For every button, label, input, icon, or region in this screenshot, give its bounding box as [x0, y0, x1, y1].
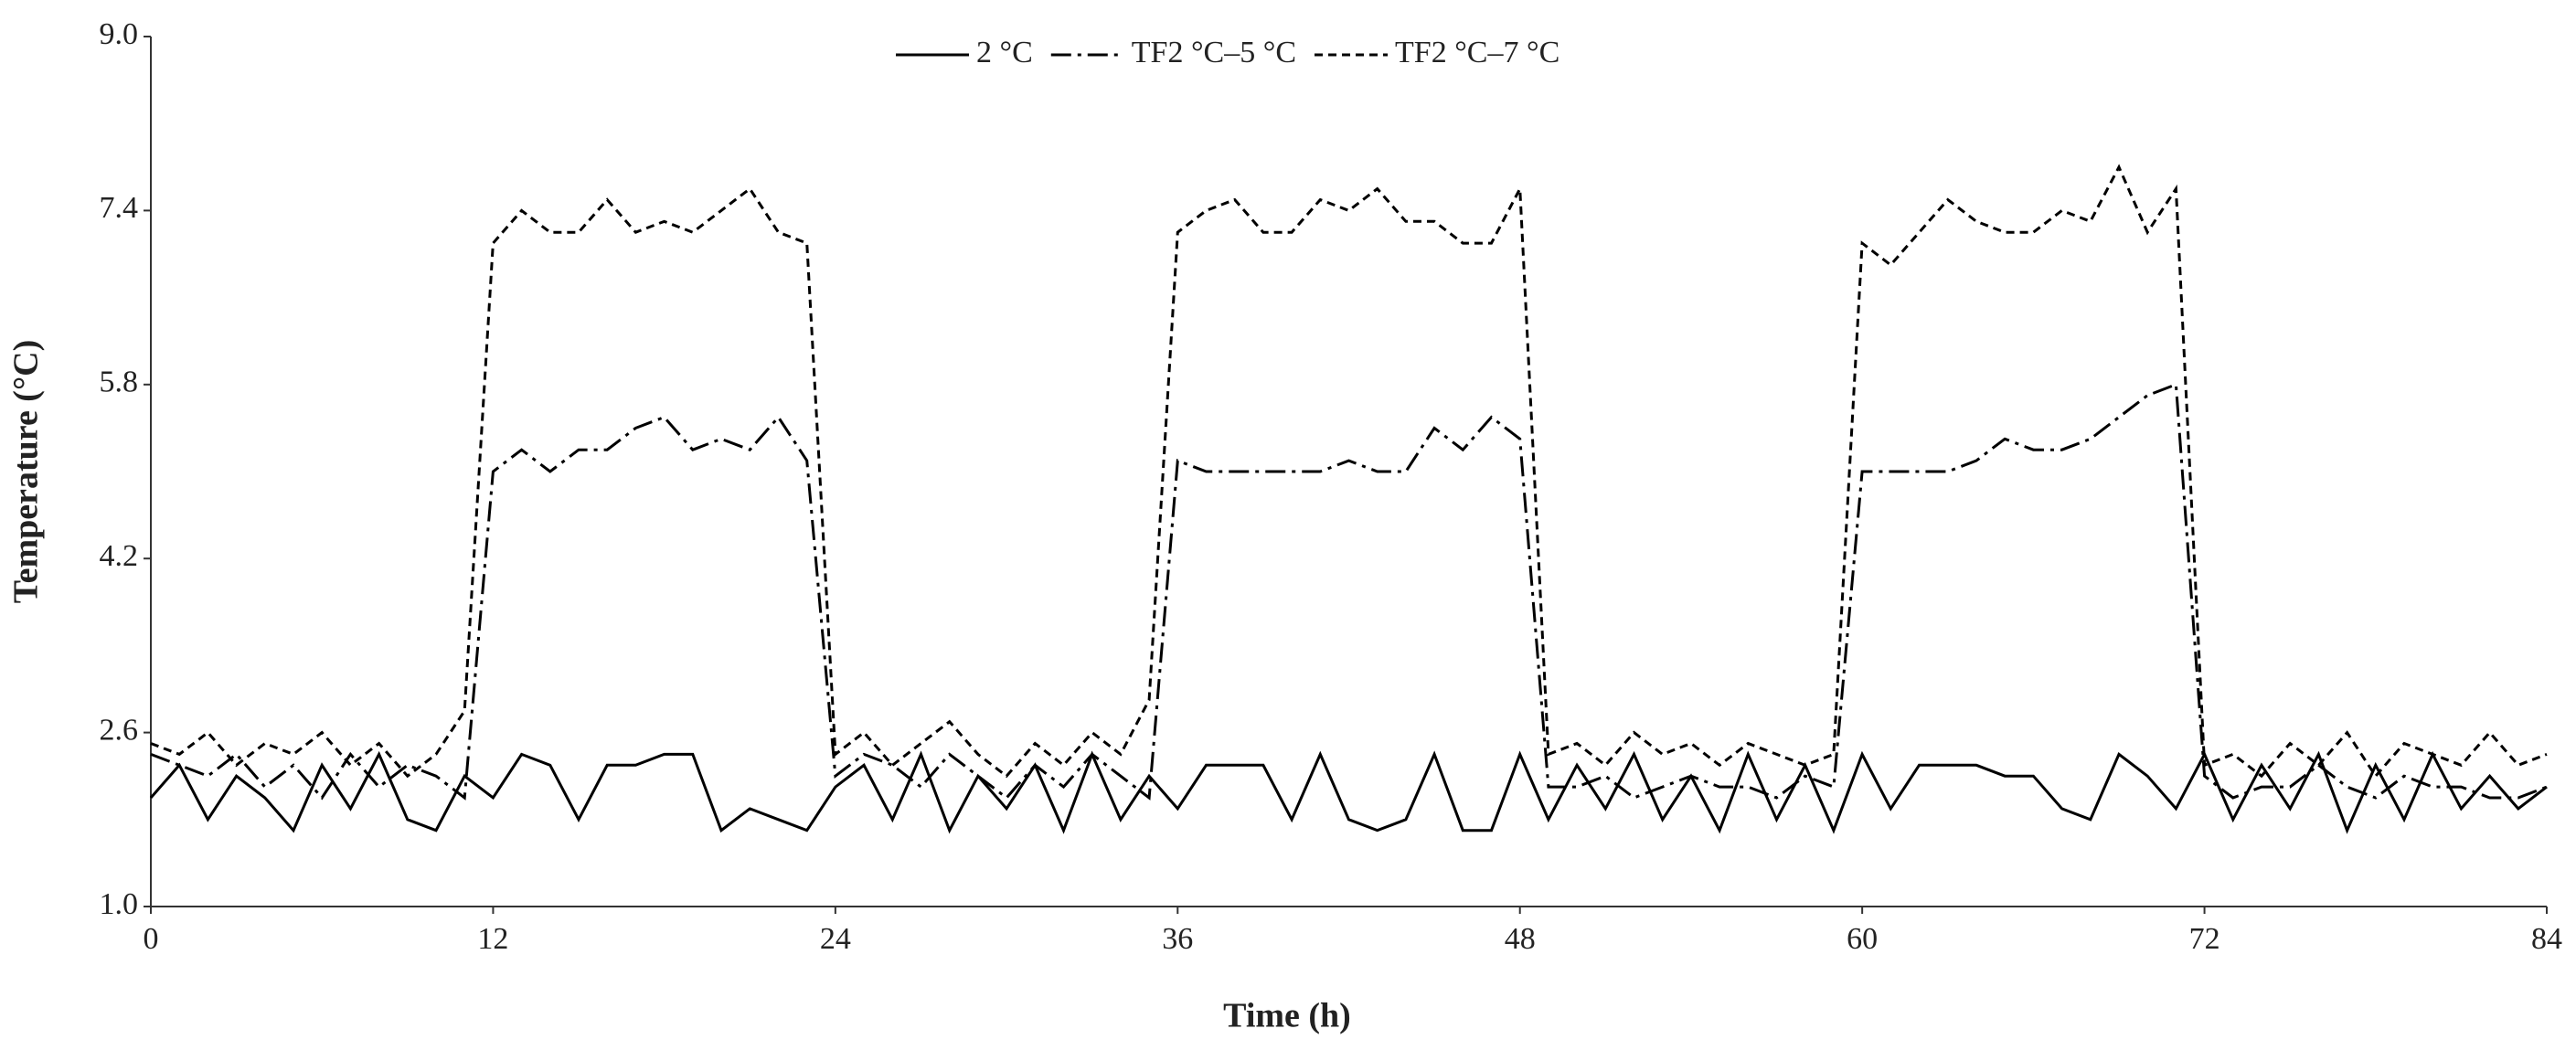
x-tick-label: 84: [2531, 922, 2562, 956]
series-line: [150, 164, 2548, 779]
y-tick-label: 2.6: [100, 713, 139, 747]
x-axis-title: Time (h): [1223, 997, 1351, 1035]
x-tick-label: 72: [2189, 922, 2220, 956]
series-line: [149, 750, 2548, 834]
legend-label: 2 °C: [976, 36, 1033, 69]
y-axis-title: Temperature (°C): [7, 340, 46, 604]
legend-label: TF2 °C–5 °C: [1132, 36, 1296, 69]
x-tick-label: 24: [820, 922, 851, 956]
x-tick-label: 36: [1162, 922, 1193, 956]
y-tick-label: 4.2: [100, 539, 139, 573]
series-line: [150, 382, 2548, 801]
legend-label: TF2 °C–7 °C: [1395, 36, 1559, 69]
y-tick-label: 1.0: [100, 887, 139, 921]
y-tick-label: 7.4: [100, 191, 139, 225]
x-tick-label: 60: [1847, 922, 1878, 956]
x-tick-label: 12: [477, 922, 508, 956]
y-tick-label: 9.0: [100, 17, 139, 51]
x-tick-label: 0: [144, 922, 159, 956]
x-tick-label: 48: [1505, 922, 1536, 956]
y-tick-label: 5.8: [100, 366, 139, 399]
